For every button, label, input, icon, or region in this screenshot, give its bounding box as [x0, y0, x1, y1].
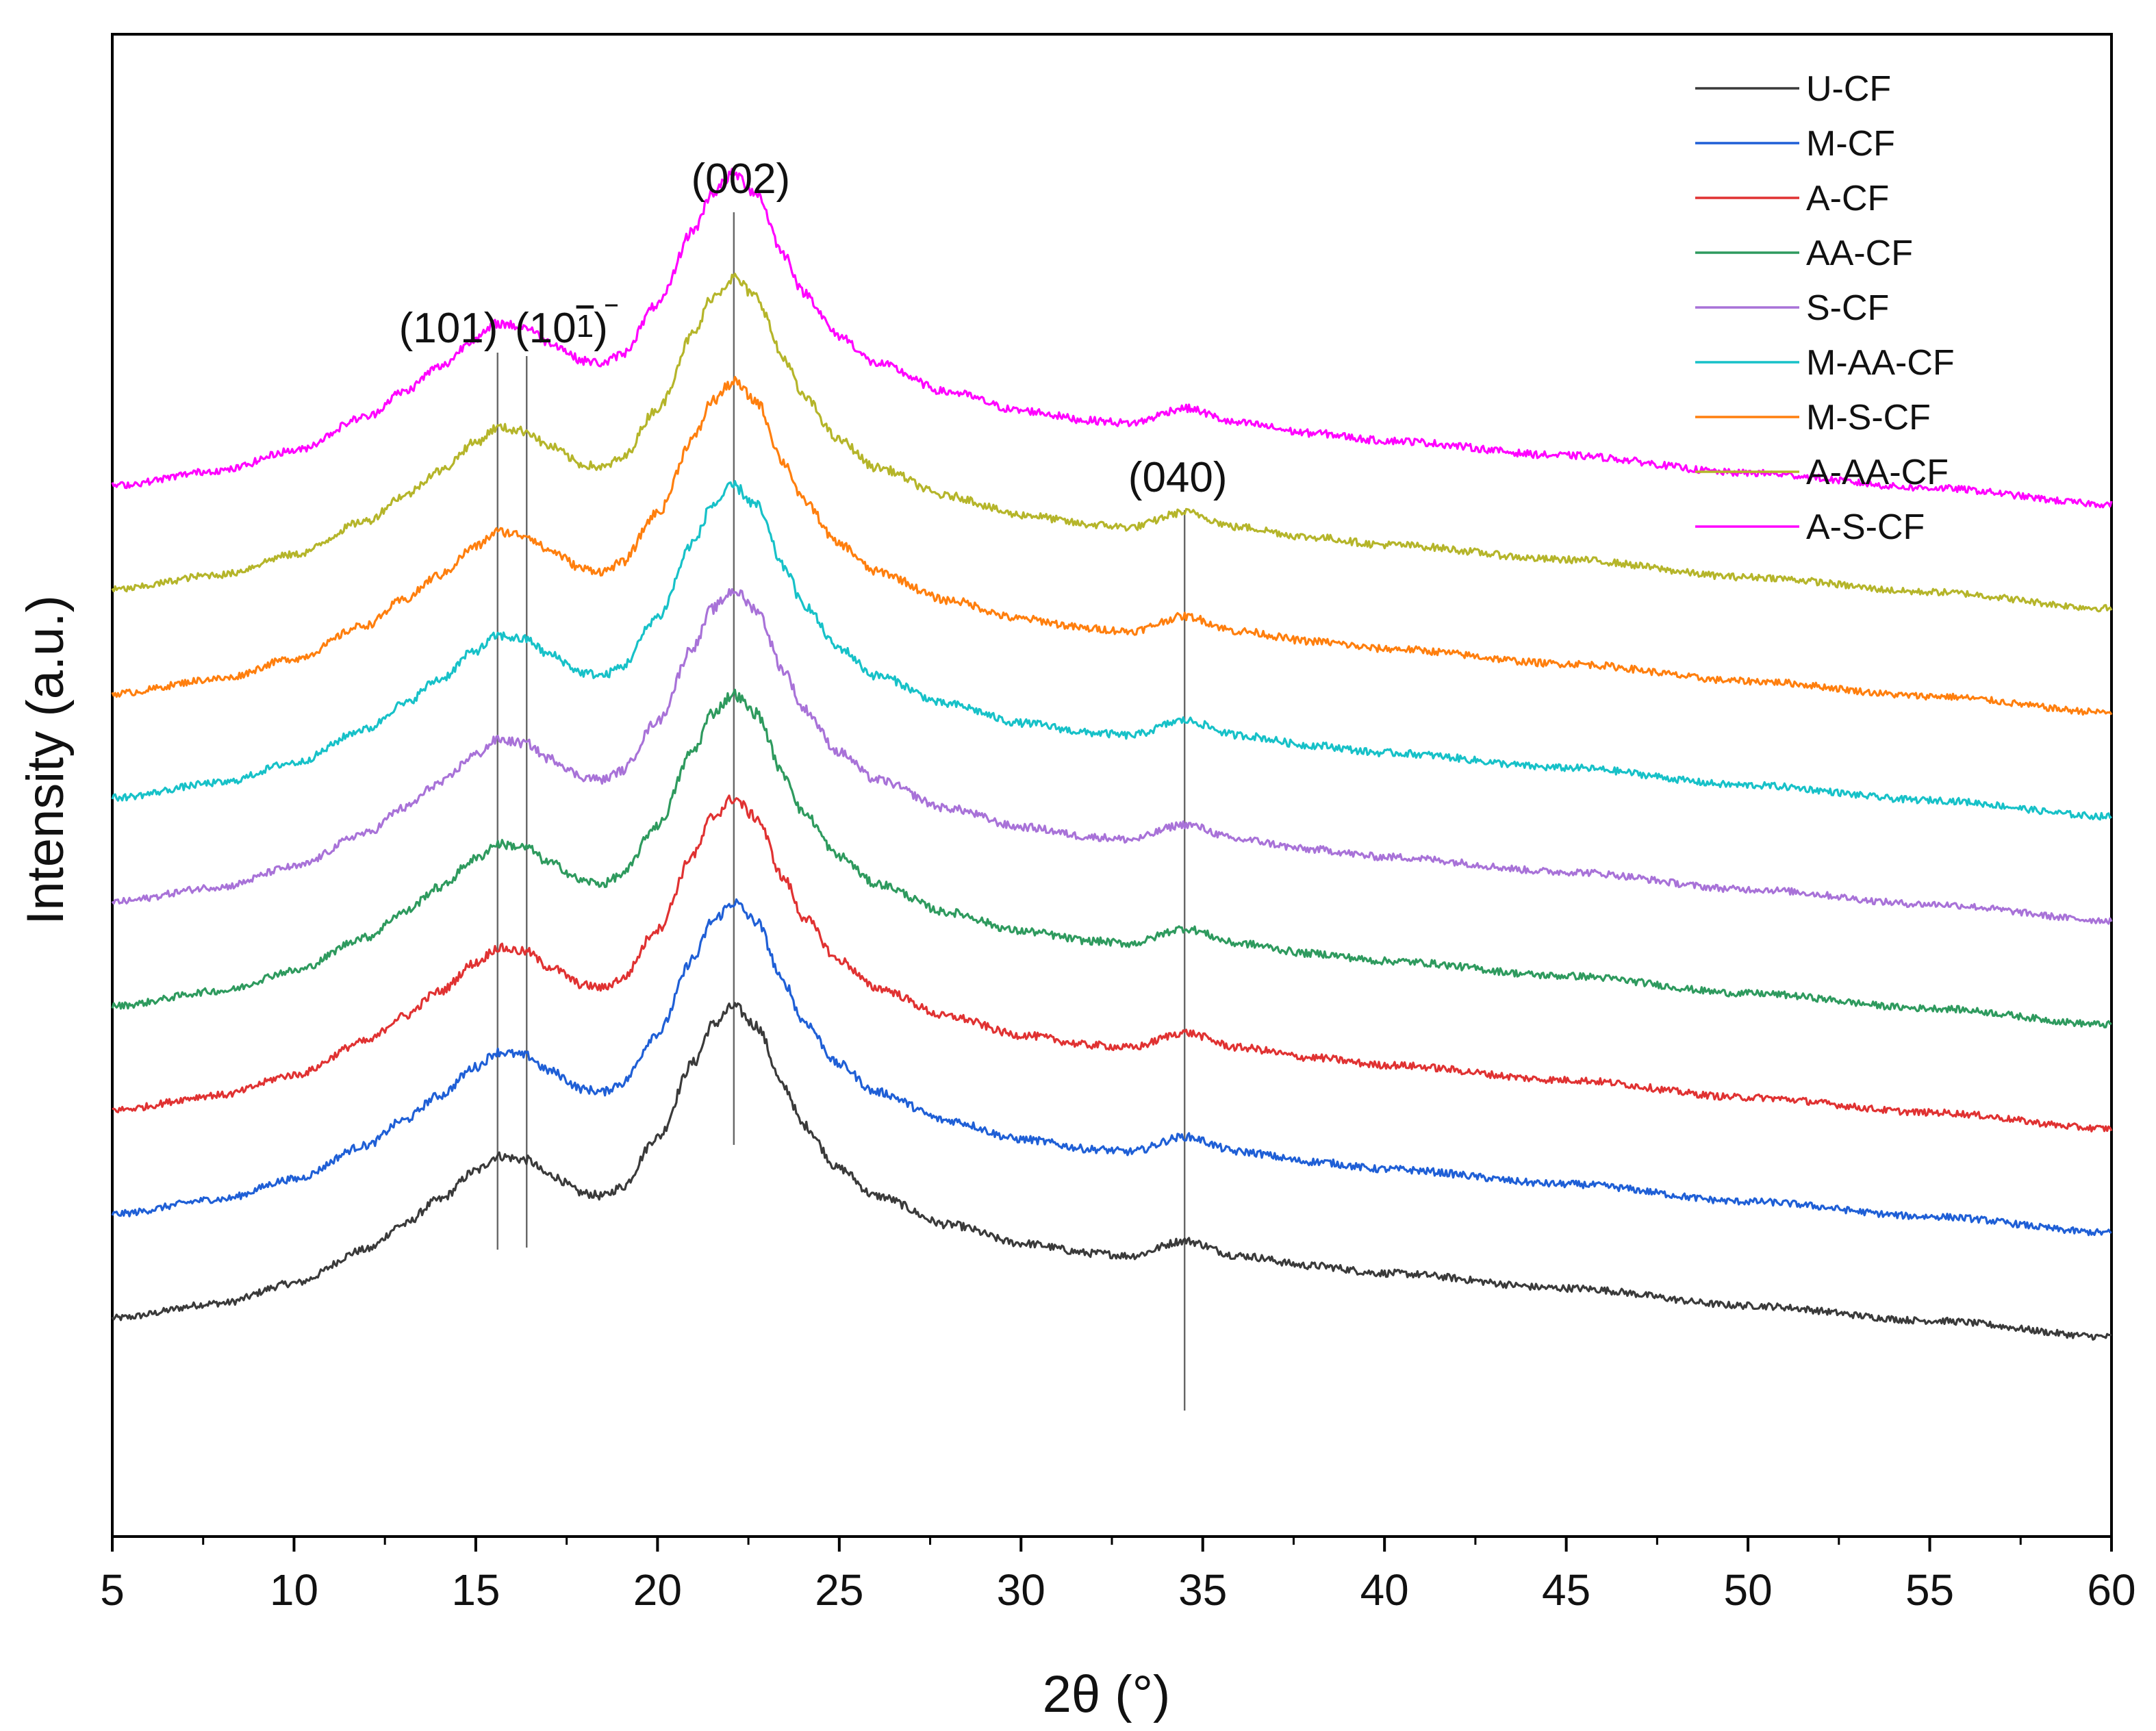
- x-tick-label: 55: [1905, 1565, 1954, 1615]
- x-tick-label: 50: [1723, 1565, 1772, 1615]
- series-line-m-s-cf: [111, 375, 2113, 716]
- x-tick-label: 30: [997, 1565, 1045, 1615]
- x-tick-label: 35: [1178, 1565, 1227, 1615]
- peak-label: (040): [1128, 454, 1228, 501]
- y-axis-title: Intensity (a.u.): [16, 595, 75, 925]
- series-line-u-cf: [111, 1002, 2111, 1341]
- legend-label: S-CF: [1806, 288, 1889, 328]
- series-line-a-aa-cf: [111, 273, 2113, 613]
- legend-label: M-CF: [1806, 124, 1895, 164]
- legend-label: AA-CF: [1806, 233, 1913, 273]
- series-line-a-cf: [112, 794, 2113, 1133]
- peak-label-101-bar: (101): [515, 305, 608, 352]
- series-line-a-s-cf: [111, 168, 2113, 509]
- x-axis-title: 2θ (°): [1043, 1665, 1171, 1723]
- peak-reference-lines: [496, 212, 1186, 1411]
- series-line-aa-cf: [111, 688, 2112, 1028]
- series-line-m-cf: [111, 898, 2112, 1237]
- x-tick-label: 60: [2087, 1565, 2135, 1615]
- legend-label: A-CF: [1806, 179, 1889, 218]
- legend-label: M-S-CF: [1806, 398, 1931, 438]
- x-tick-label: 10: [270, 1565, 318, 1615]
- x-tick-label: 20: [633, 1565, 682, 1615]
- legend: U-CF M-CF A-CF AA-CF S-CF M-AA-CF M-S-CF A-AA-C…: [1695, 69, 1955, 547]
- series-lines: [111, 168, 2113, 1341]
- x-tick-label: 5: [100, 1565, 125, 1615]
- peak-labels: (101) (101) (002) (040): [399, 155, 1228, 501]
- x-tick-label: 15: [451, 1565, 500, 1615]
- legend-label: A-AA-CF: [1806, 453, 1949, 492]
- series-line-m-aa-cf: [111, 480, 2112, 821]
- legend-label: A-S-CF: [1806, 507, 1925, 547]
- legend-label: M-AA-CF: [1806, 343, 1955, 383]
- series-line-s-cf: [111, 587, 2113, 925]
- x-axis-ticks: 5 10 15 20 25 30 35 40 45 50 55 60: [100, 1537, 2136, 1615]
- legend-label: U-CF: [1806, 69, 1891, 109]
- x-tick-label: 25: [815, 1565, 863, 1615]
- peak-label: (002): [691, 155, 790, 203]
- peak-label: (101): [399, 305, 498, 352]
- x-tick-label: 45: [1542, 1565, 1590, 1615]
- x-tick-label: 40: [1360, 1565, 1409, 1615]
